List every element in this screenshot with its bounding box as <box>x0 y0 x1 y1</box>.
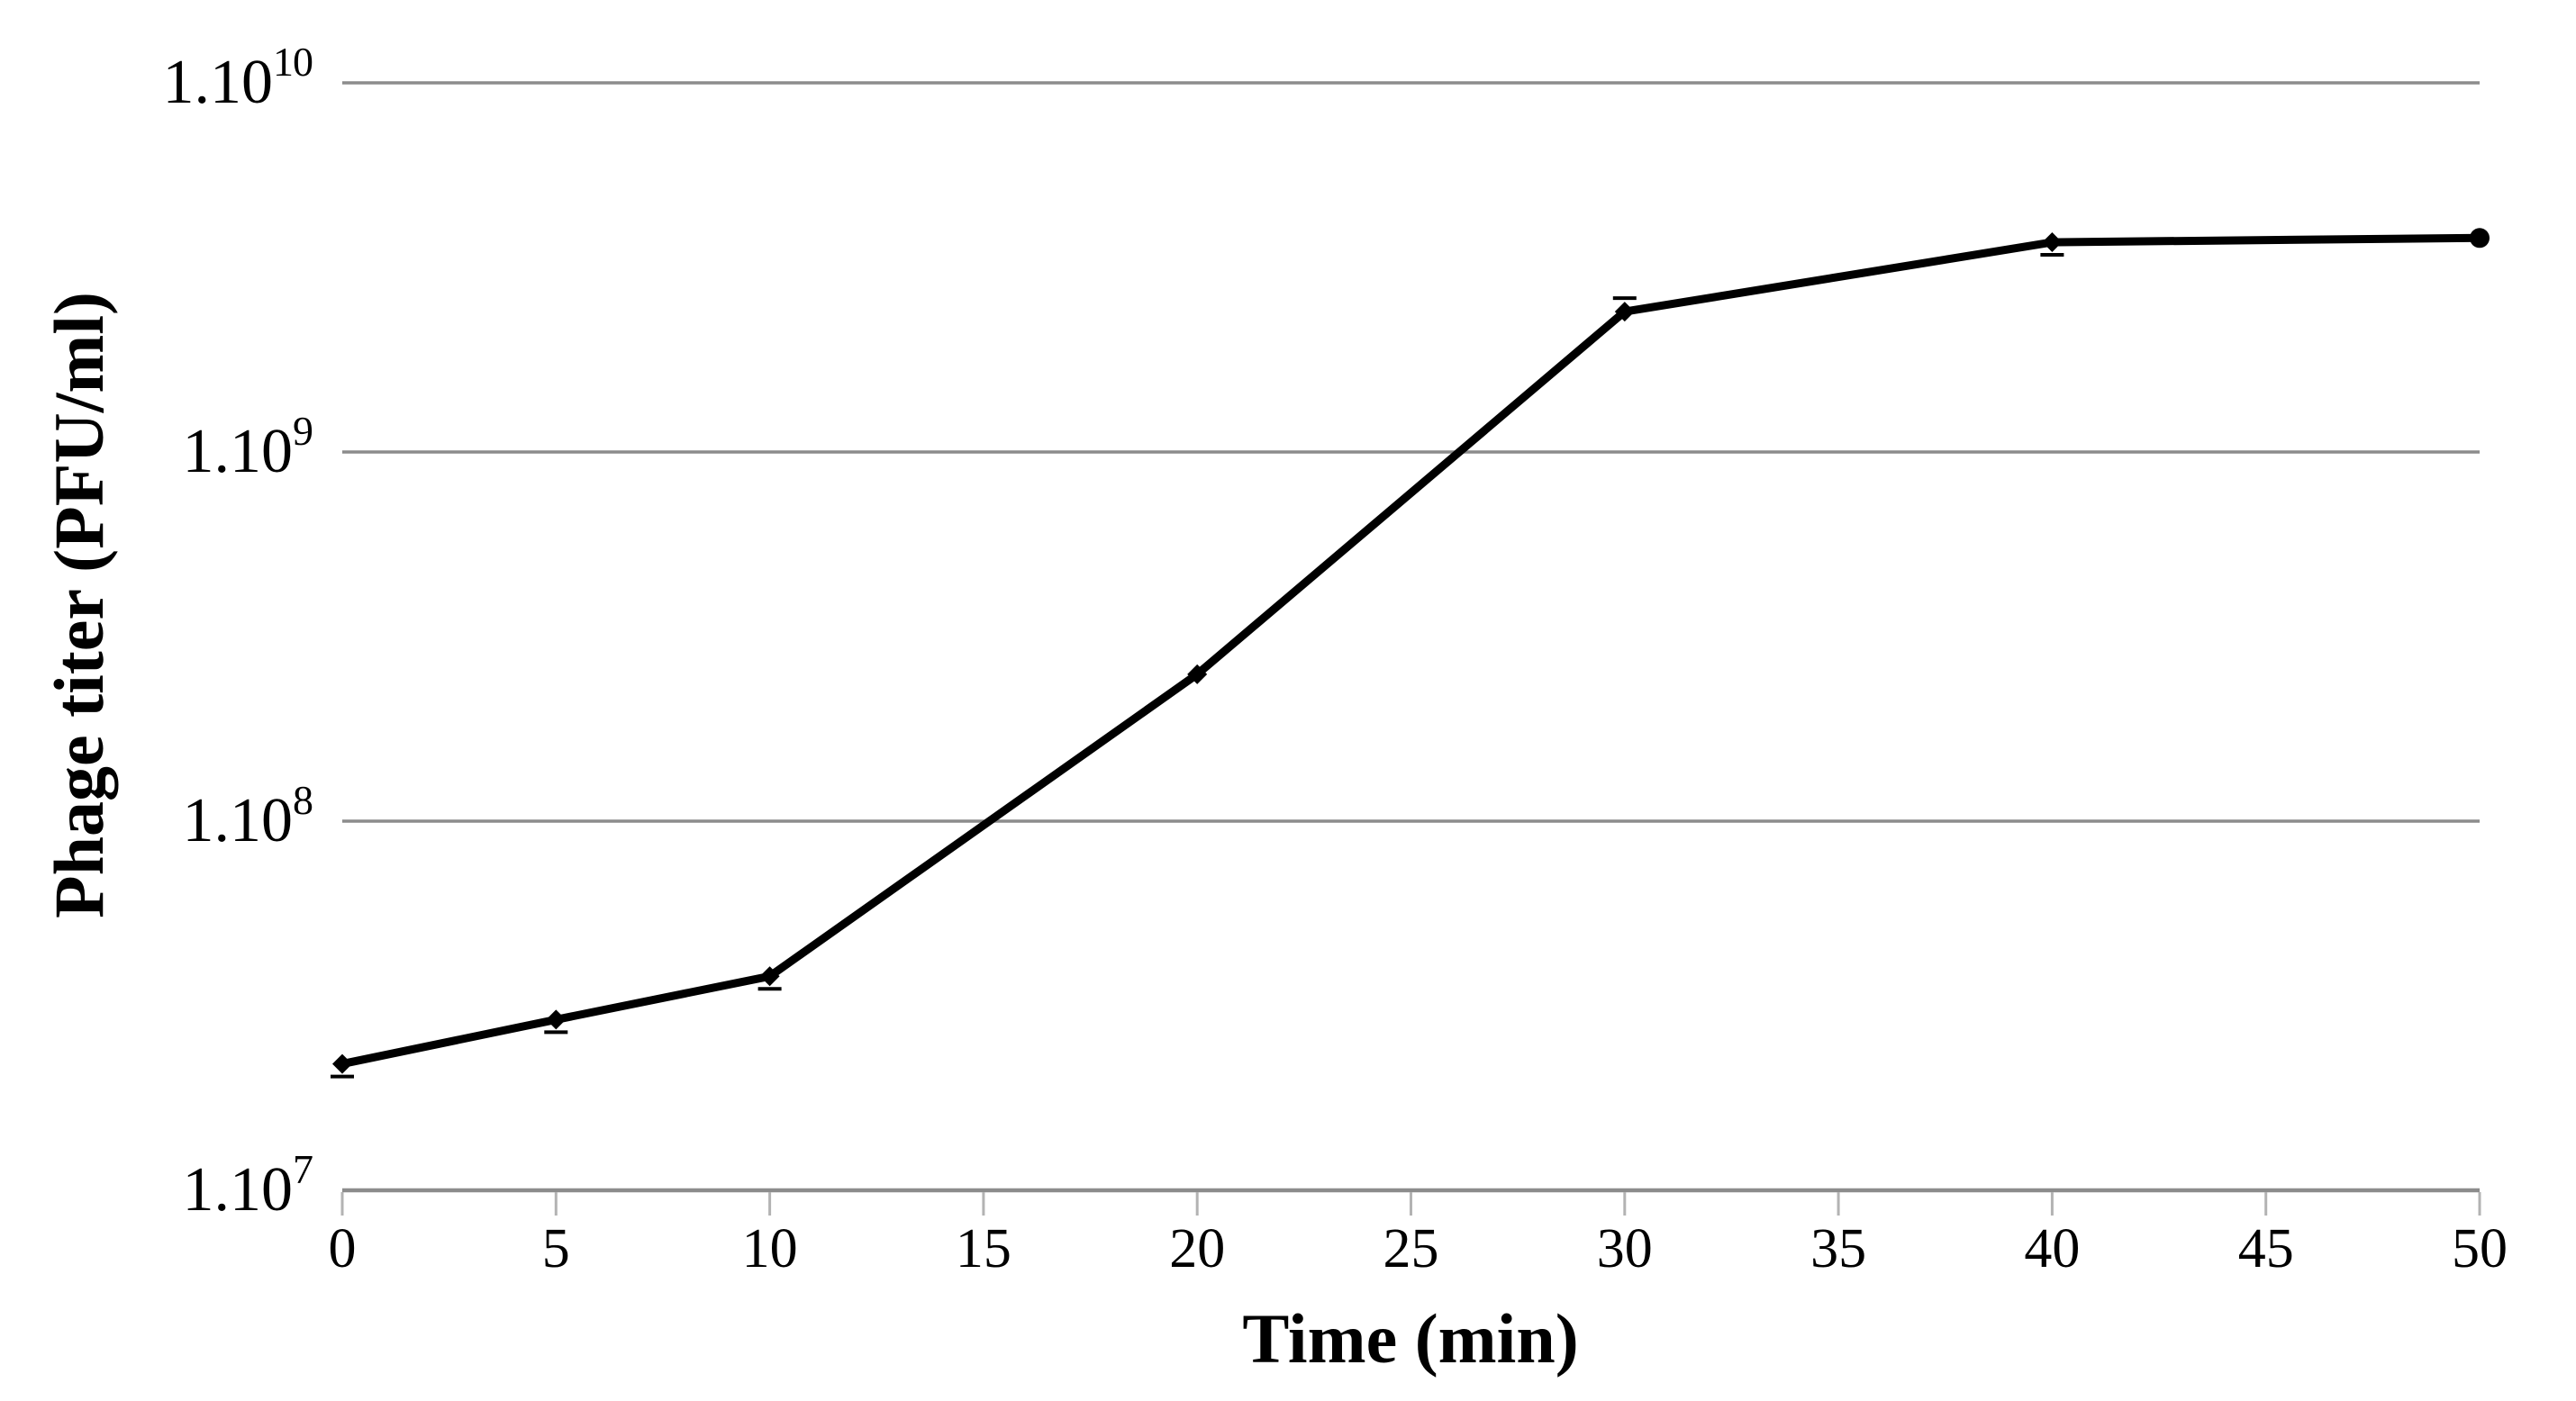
x-tick-label: 10 <box>741 1218 798 1279</box>
data-point-marker <box>1614 302 1635 322</box>
x-tick-label: 40 <box>2024 1218 2081 1279</box>
data-point-marker <box>2042 232 2063 253</box>
x-axis-title: Time (min) <box>1242 1299 1579 1378</box>
x-tick-label: 15 <box>955 1218 1011 1279</box>
data-point-marker <box>332 1053 352 1074</box>
data-point-marker <box>759 966 780 987</box>
data-point-marker <box>2470 228 2490 249</box>
x-tick-label: 25 <box>1383 1218 1439 1279</box>
x-tick-label: 50 <box>2452 1218 2508 1279</box>
x-tick-label: 35 <box>1810 1218 1867 1279</box>
y-tick-label: 1.108 <box>182 777 314 856</box>
y-tick-label: 1.109 <box>182 408 314 487</box>
data-point-marker <box>1187 664 1208 684</box>
x-tick-label: 45 <box>2237 1218 2294 1279</box>
y-tick-label: 1.107 <box>182 1146 314 1225</box>
x-tick-label: 20 <box>1169 1218 1226 1279</box>
data-point-marker <box>546 1009 567 1030</box>
y-tick-label: 1.1010 <box>162 39 314 118</box>
data-line <box>338 233 2484 1069</box>
y-axis-title: Phage titer (PFU/ml) <box>40 292 118 918</box>
x-tick-label: 0 <box>328 1218 357 1279</box>
x-tick-label: 30 <box>1596 1218 1653 1279</box>
x-tick-label: 5 <box>541 1218 570 1279</box>
